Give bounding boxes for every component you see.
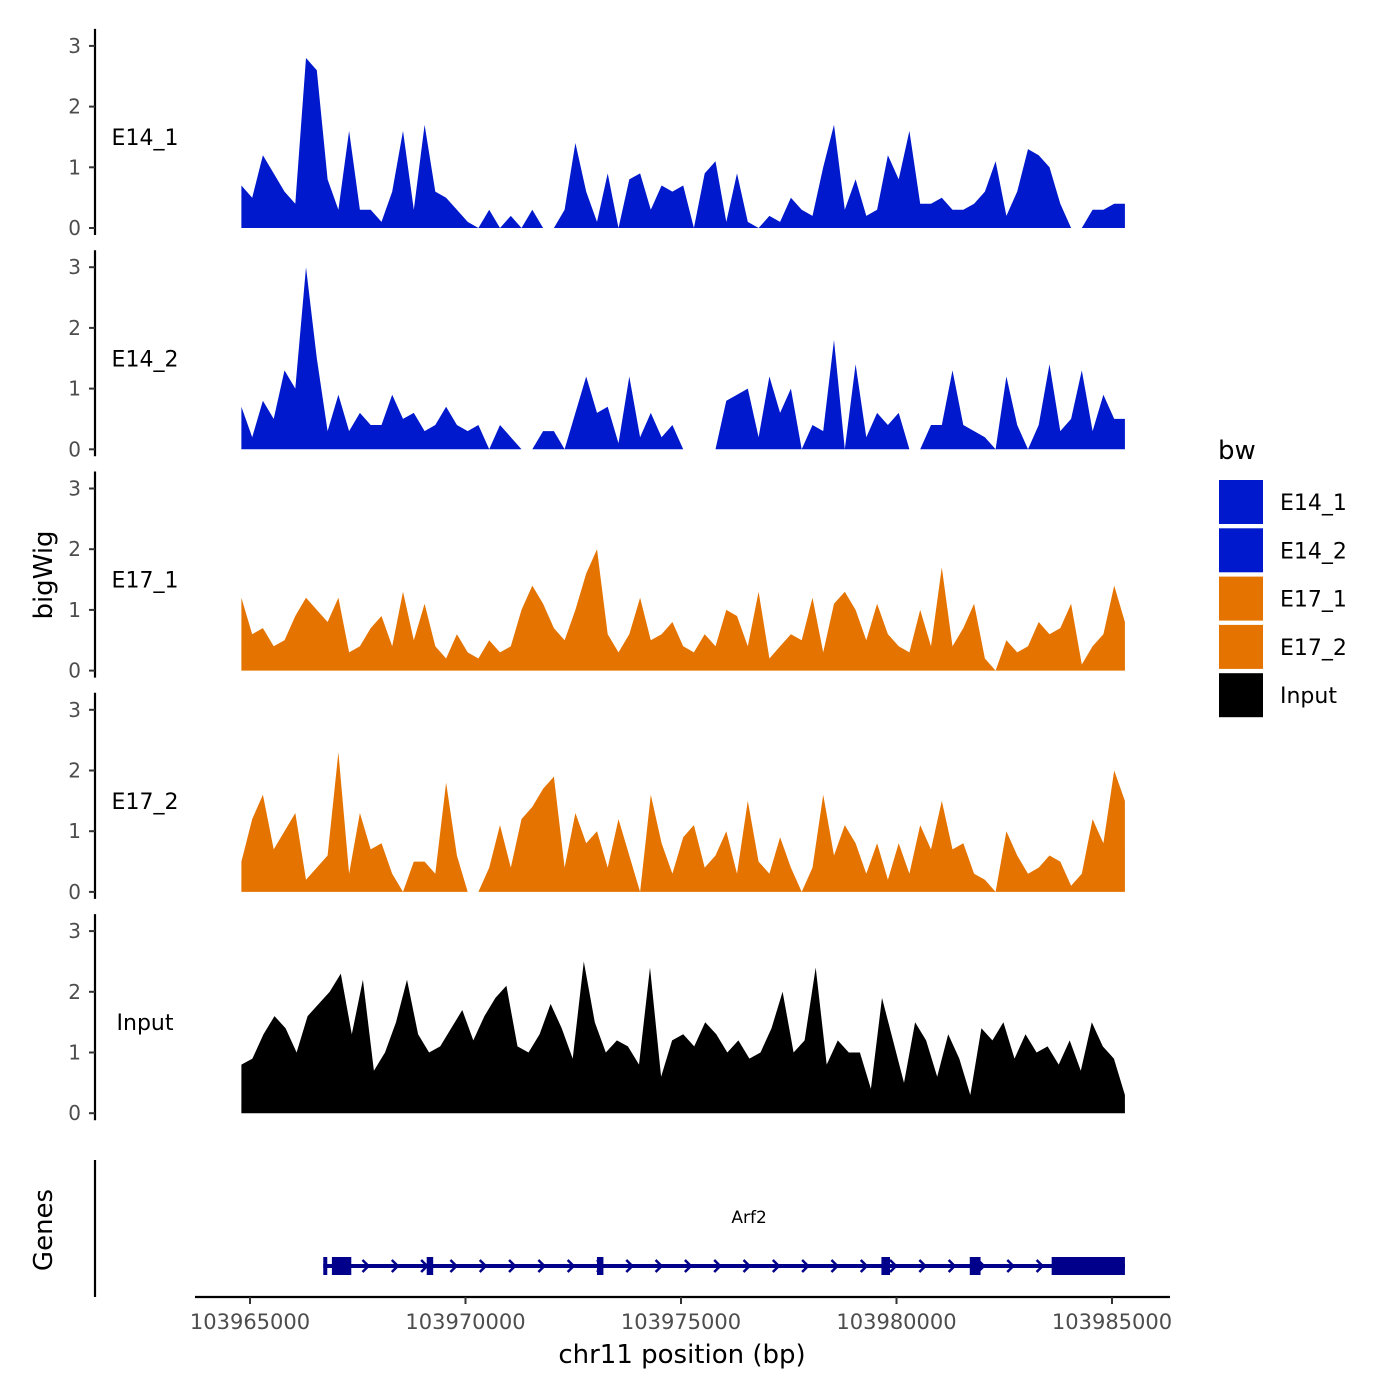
track-E17_1: 0 1 2 3 E17_1 [68,471,1125,683]
strand-arrow-icon [390,1259,400,1273]
signal-area [241,961,1125,1114]
strand-arrow-icon [625,1259,635,1273]
x-tick-label: 103980000 [836,1310,956,1334]
legend-swatch [1219,624,1263,669]
track-label: E14_2 [112,347,179,372]
strand-arrow-icon [801,1259,810,1273]
y-tick-label: 3 [68,34,81,58]
x-tick-label: 103975000 [621,1310,741,1334]
y-tick-label: 1 [68,1041,81,1065]
gene-name-label: Arf2 [731,1208,766,1228]
y-tick-label: 0 [68,437,81,461]
strand-arrow-icon [478,1259,488,1273]
legend-swatch [1219,528,1263,573]
strand-arrow-icon [918,1259,928,1273]
strand-arrow-icon [361,1259,371,1273]
track-E14_2: 0 1 2 3 E14_2 [68,250,1125,461]
track-label: Input [117,1011,174,1036]
strand-arrow-icon [742,1259,752,1273]
strand-arrow-icon [771,1259,781,1273]
track-label: E17_2 [112,790,179,815]
exon [331,1257,352,1275]
exon [596,1257,604,1275]
x-tick-label: 103985000 [1052,1310,1172,1334]
y-tick-label: 2 [68,316,81,340]
y-tick-label: 1 [68,377,81,401]
y-tick-label: 0 [68,216,81,240]
y-tick-label: 2 [68,759,81,783]
strand-arrow-icon [713,1259,722,1273]
track-Input: 0 1 2 3 Input [68,914,1125,1125]
strand-arrow-icon [654,1259,664,1273]
x-axis-title: chr11 position (bp) [558,1340,805,1370]
legend-label: E14_1 [1280,491,1347,516]
exon [426,1257,434,1275]
y-tick-label: 1 [68,155,81,179]
signal-area [241,549,1125,671]
legend-swatch [1219,480,1263,524]
y-tick-label: 1 [68,598,81,622]
signal-area [241,58,1125,228]
exon [969,1257,981,1275]
strand-arrow-icon [537,1259,547,1273]
y-tick-label: 3 [68,698,81,722]
legend-swatch [1219,673,1263,718]
legend-label: E17_1 [1280,588,1347,613]
y-tick-label: 2 [68,95,81,119]
y-tick-label: 3 [68,477,81,501]
y-tick-label: 2 [68,980,81,1004]
legend-swatch [1219,576,1263,621]
strand-arrow-icon [508,1259,517,1273]
y-tick-label: 0 [68,1101,81,1125]
legend-title: bw [1218,436,1256,466]
signal-area [241,267,1125,450]
x-axis: 103965000 103970000 103975000 103980000 1039… [190,1295,1172,1334]
strand-arrow-icon [684,1259,693,1273]
track-label: E17_1 [112,569,179,594]
strand-arrow-icon [859,1259,869,1273]
track-label: E14_1 [112,126,179,151]
strand-arrow-icon [947,1259,957,1273]
y-tick-label: 0 [68,880,81,904]
strand-arrow-icon [449,1259,459,1273]
strand-arrow-icon [1006,1259,1016,1273]
y-tick-label: 2 [68,537,81,561]
exon [1051,1257,1125,1275]
legend-label: E14_2 [1280,539,1347,564]
gene-track: Arf2 [93,1160,1125,1297]
strand-arrow-icon [889,1259,898,1273]
track-E14_1: 0 1 2 3 E14_1 [68,28,1125,240]
legend: bw E14_1 E14_2 E17_1 E17_2 Input [1218,436,1347,718]
y-axis-title: bigWig [29,530,59,619]
y-tick-label: 0 [68,659,81,683]
gene-track-title: Genes [29,1189,59,1271]
y-tick-label: 1 [68,819,81,843]
track-E17_2: 0 1 2 3 E17_2 [68,692,1125,904]
y-tick-label: 3 [68,255,81,279]
x-tick-label: 103965000 [190,1310,310,1334]
strand-arrow-icon [566,1259,576,1273]
exon [323,1257,328,1275]
strand-arrow-icon [830,1259,840,1273]
x-tick-label: 103970000 [405,1310,525,1334]
exon [881,1257,891,1275]
signal-area [241,752,1125,892]
legend-label: Input [1280,684,1337,709]
y-tick-label: 3 [68,919,81,943]
strand-arrow-icon [1035,1259,1045,1273]
legend-label: E17_2 [1280,636,1347,661]
